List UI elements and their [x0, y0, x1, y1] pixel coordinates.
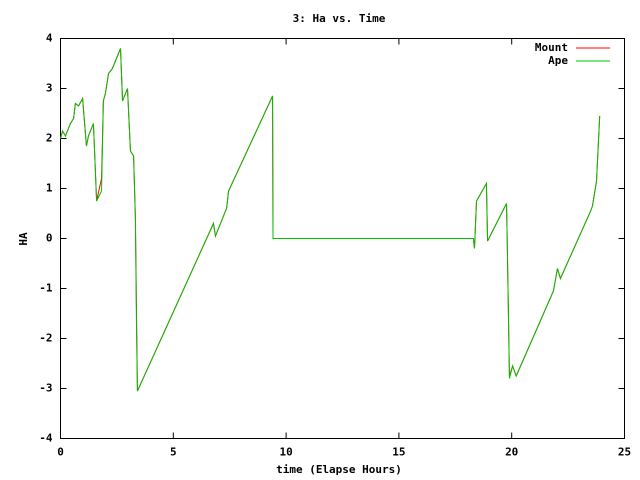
y-tick-label: 1 [46, 182, 53, 195]
chart-title: 3: Ha vs. Time [293, 12, 386, 25]
y-tick-label: -1 [39, 282, 53, 295]
x-axis-label: time (Elapse Hours) [276, 463, 402, 476]
x-tick-label: 25 [618, 446, 631, 459]
x-tick-label: 15 [392, 446, 405, 459]
y-axis-label: HA [17, 232, 30, 246]
x-tick-label: 10 [279, 446, 292, 459]
data-line [60, 48, 601, 392]
y-tick-label: 4 [46, 32, 53, 45]
y-tick-label: 2 [46, 132, 53, 145]
data-line [60, 48, 601, 392]
y-tick-label: 3 [46, 82, 53, 95]
y-tick-label: 0 [46, 232, 53, 245]
y-tick-label: -3 [39, 382, 52, 395]
x-tick-label: 0 [57, 446, 64, 459]
x-tick-label: 20 [505, 446, 518, 459]
legend-label: Mount [535, 41, 568, 54]
legend-label: Ape [548, 54, 568, 67]
y-tick-label: -2 [39, 332, 52, 345]
y-tick-label: -4 [39, 432, 53, 445]
x-tick-label: 5 [170, 446, 177, 459]
